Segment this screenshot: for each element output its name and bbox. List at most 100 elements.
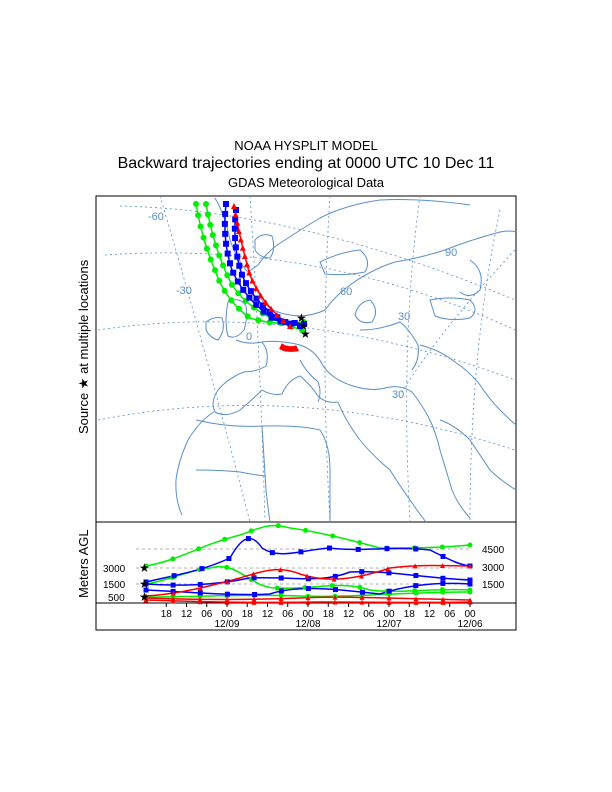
trajectory-marker [303, 527, 309, 533]
trajectory-marker [413, 583, 419, 589]
trajectory-marker [326, 545, 332, 551]
trajectory-marker [247, 288, 254, 295]
trajectory-marker [268, 314, 275, 321]
grid-label-lon-minus60: -60 [148, 211, 164, 223]
date-label: 12/06 [457, 619, 482, 630]
time-tick-label: 18 [323, 609, 335, 620]
trajectory-marker [200, 234, 207, 241]
trajectory-marker [274, 585, 280, 591]
trajectory-marker [245, 536, 251, 542]
date-label: 12/07 [376, 619, 401, 630]
trajectory-marker [275, 523, 281, 529]
trajectory-marker [244, 261, 251, 268]
trajectory-marker [170, 556, 176, 562]
trajectory-marker [224, 599, 230, 605]
trajectory-marker [440, 563, 446, 569]
height-trace-green-3 [145, 591, 471, 598]
right-height-4500: 4500 [482, 545, 505, 556]
trajectory-marker [440, 553, 446, 559]
trajectory-marker [358, 573, 364, 579]
trajectory-marker [222, 210, 229, 217]
trajectory-marker [467, 581, 473, 587]
height-panel-frame [95, 521, 517, 631]
run-subtitle: Backward trajectories ending at 0000 UTC… [117, 155, 495, 172]
trajectory-marker [467, 589, 473, 595]
trajectory-marker [212, 242, 219, 249]
right-height-3000: 3000 [482, 563, 505, 574]
trajectory-marker [143, 563, 149, 569]
trajectory-marker [304, 573, 310, 579]
grid-label-lon-90: 90 [445, 247, 457, 259]
trajectory-marker [305, 599, 311, 605]
left-height-500: 500 [108, 593, 125, 604]
trajectory-marker [238, 271, 245, 278]
trajectory-marker [277, 567, 283, 573]
trajectory-marker [259, 302, 266, 309]
trajectory-marker [293, 345, 299, 351]
trajectory-marker [223, 240, 230, 247]
trajectory-marker [253, 285, 260, 292]
trajectory-marker [268, 305, 275, 312]
trajectory-marker [232, 216, 239, 223]
trajectory-marker [195, 212, 202, 219]
grid-label-lon-30: 30 [398, 311, 410, 323]
trajectory-marker [209, 232, 216, 239]
trajectory-marker [360, 589, 366, 595]
trajectory-marker [440, 599, 446, 605]
trajectory-marker [244, 313, 251, 320]
trajectory-marker [143, 587, 149, 593]
trajectory-marker [291, 320, 298, 327]
trajectory-marker [231, 225, 238, 232]
trajectory-marker [234, 278, 241, 285]
time-tick-label: 18 [161, 609, 173, 620]
trajectory-marker [197, 223, 204, 230]
trajectory-marker [413, 573, 419, 579]
trajectory-marker [412, 563, 418, 569]
grid-label-lon-0: 0 [246, 331, 252, 343]
trajectory-marker [231, 203, 237, 209]
trajectory-marker [329, 583, 335, 589]
time-tick-label: 00 [302, 609, 314, 620]
trajectory-marker [230, 269, 237, 276]
trajectory-marker [333, 587, 339, 593]
trajectory-marker [193, 201, 199, 207]
trajectory-marker [224, 578, 230, 584]
trajectory-marker [170, 582, 176, 588]
trajectory-marker [197, 590, 203, 596]
time-tick-label: 06 [363, 609, 375, 620]
grid-label-lon-minus30: -30 [176, 285, 192, 297]
trajectory-marker [278, 596, 284, 602]
trajectory-marker [413, 590, 419, 596]
trajectory-marker [223, 201, 229, 207]
time-tick-label: 12 [424, 609, 436, 620]
trajectory-marker [197, 599, 203, 605]
trajectory-marker [330, 533, 336, 539]
height-trace-red-2 [145, 596, 471, 601]
grid-label-lat-60: 60 [340, 286, 352, 298]
trajectory-marker [357, 584, 363, 590]
trajectory-marker [242, 280, 249, 287]
trajectory-marker [386, 570, 392, 576]
trajectory-marker [224, 564, 230, 570]
trajectory-marker [386, 595, 392, 601]
time-tick-label: 06 [444, 609, 456, 620]
source-star-icon-3: ★ [300, 327, 311, 341]
trajectory-marker [413, 599, 419, 605]
map-frame [95, 195, 517, 523]
coastlines [175, 197, 517, 523]
base-map: -60 -30 0 30 60 90 30 [97, 195, 517, 523]
trajectory-marker [246, 294, 253, 301]
trajectory-marker [298, 549, 304, 555]
trajectory-marker [203, 245, 210, 252]
trajectory-marker [278, 575, 284, 581]
trajectory-marker [226, 555, 232, 561]
height-trace-blue-1 [145, 537, 471, 583]
trajectory-marker [236, 262, 243, 269]
date-label: 12/09 [214, 619, 239, 630]
map-trajectory-markers [193, 201, 307, 352]
trajectory-marker [224, 250, 231, 257]
graticule [97, 195, 516, 523]
height-trace-green-1 [145, 524, 471, 567]
